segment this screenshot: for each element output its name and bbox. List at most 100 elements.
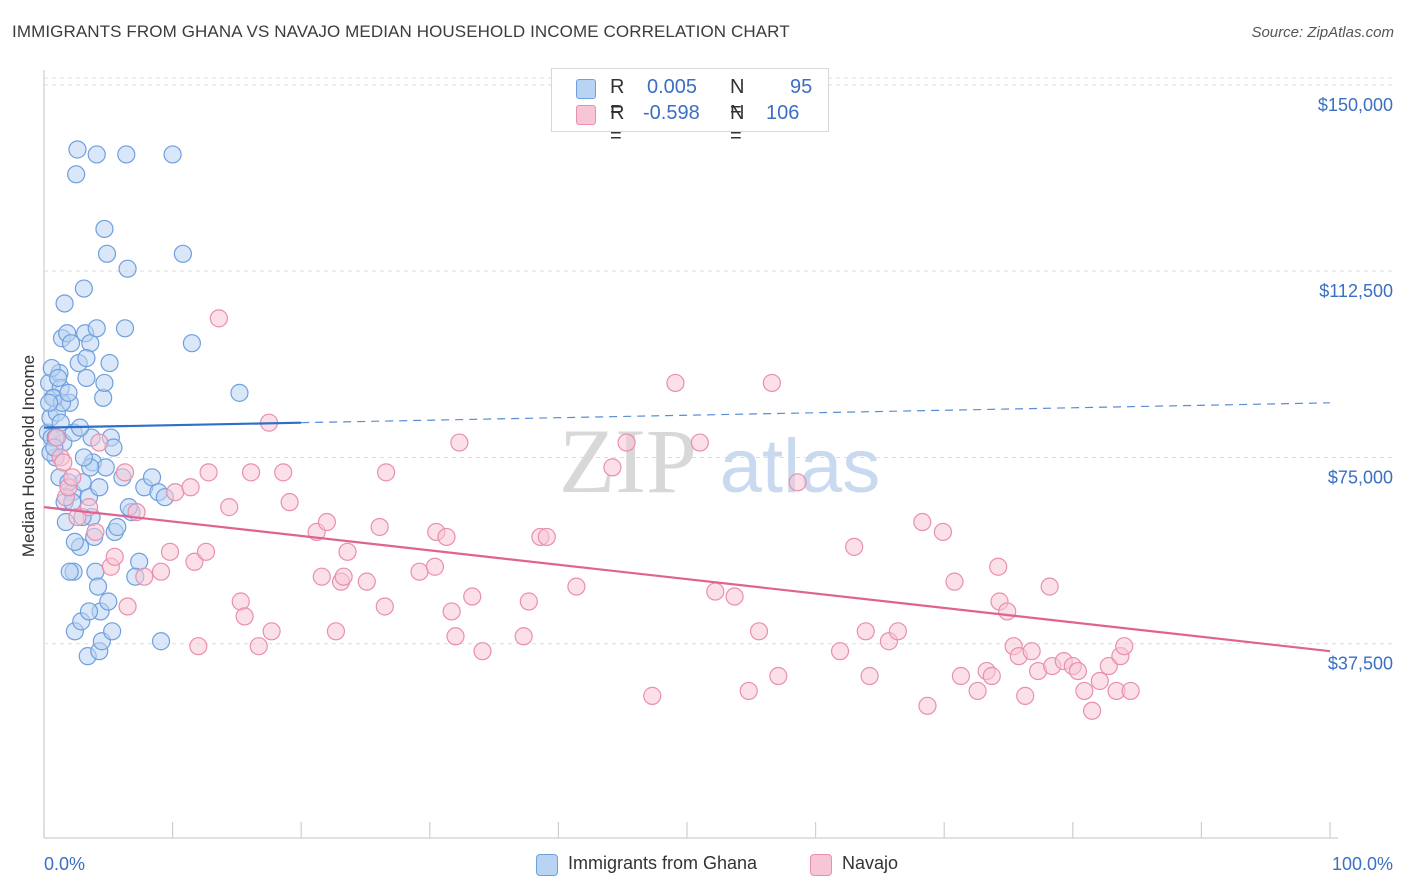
navajo-point xyxy=(241,463,261,482)
ghana-point xyxy=(65,532,84,551)
navajo-point xyxy=(537,527,556,547)
grid-layer xyxy=(44,77,1395,645)
navajo-point xyxy=(47,428,66,447)
navajo-point xyxy=(888,622,908,641)
navajo-point xyxy=(603,458,622,477)
ghana-point xyxy=(55,294,74,313)
navajo-point xyxy=(1121,681,1140,701)
navajo-point xyxy=(118,597,137,616)
navajo-point xyxy=(690,433,709,452)
x-tick-label: 100.0% xyxy=(1332,854,1393,874)
ghana-point xyxy=(108,517,127,537)
legend-r-value: 0.005 xyxy=(647,76,698,98)
navajo-point xyxy=(86,522,105,542)
navajo-point xyxy=(860,666,879,686)
legend-n-label: N = xyxy=(730,102,745,147)
navajo-point xyxy=(1099,656,1118,676)
navajo-point xyxy=(105,547,124,566)
navajo-point xyxy=(338,542,357,561)
ghana-point xyxy=(163,145,182,164)
navajo-point xyxy=(1022,642,1041,661)
navajo-swatch xyxy=(810,854,832,876)
navajo-point xyxy=(425,557,445,576)
navajo-point xyxy=(1082,701,1102,720)
navajo-point xyxy=(514,627,533,646)
navajo-point xyxy=(1068,661,1088,681)
y-tick-label: $150,000 xyxy=(1318,95,1393,115)
navajo-point xyxy=(196,542,216,561)
ghana-point xyxy=(90,478,109,497)
navajo-point xyxy=(845,537,864,556)
legend-n-label: N = xyxy=(730,76,745,121)
ghana-swatch xyxy=(576,79,596,99)
navajo-point xyxy=(918,696,937,715)
navajo-point xyxy=(446,627,465,646)
ghana-point xyxy=(230,383,249,402)
ghana-point xyxy=(173,244,192,263)
navajo-point xyxy=(54,453,73,472)
navajo-point xyxy=(1115,637,1134,656)
navajo-point xyxy=(951,666,971,686)
navajo-point xyxy=(370,517,389,537)
ghana-point xyxy=(77,349,96,368)
legend-r-label: R = xyxy=(610,76,625,121)
y-axis-title: Median Household Income xyxy=(19,355,38,557)
navajo-point xyxy=(982,666,1001,686)
navajo-point xyxy=(769,666,788,686)
navajo-point xyxy=(933,522,953,542)
navajo-point xyxy=(326,622,346,641)
trend-layer xyxy=(43,402,1331,653)
navajo-point xyxy=(442,602,461,621)
navajo-point xyxy=(90,433,109,452)
navajo-point xyxy=(115,463,135,482)
legend-label-navajo: Navajo xyxy=(842,853,899,873)
source-credit: Source: ZipAtlas.com xyxy=(1251,24,1394,41)
navajo-point xyxy=(463,587,482,606)
navajo-point xyxy=(312,567,331,586)
ghana-point xyxy=(151,632,171,651)
navajo-point xyxy=(1090,671,1109,691)
navajo-point xyxy=(567,577,586,596)
x-tick-label: 0.0% xyxy=(44,854,85,874)
navajo-point xyxy=(643,686,662,705)
ghana-point xyxy=(77,368,96,388)
ghana-point xyxy=(95,219,114,239)
legend-n-value: 95 xyxy=(790,76,813,98)
ghana-point xyxy=(60,562,79,581)
ghana-point xyxy=(118,259,137,278)
navajo-point xyxy=(376,463,396,482)
ghana-point xyxy=(88,577,108,596)
stats-legend: R = 0.005 N = 95 R = -0.598 N = 106 xyxy=(551,68,829,147)
ghana-point xyxy=(49,368,68,388)
ghana-trend-line xyxy=(43,421,302,429)
navajo-point xyxy=(830,642,850,661)
ghana-point xyxy=(86,562,105,581)
navajo-point xyxy=(450,433,469,452)
navajo-point xyxy=(913,512,932,532)
navajo-point xyxy=(945,572,964,591)
y-tick-label: $112,500 xyxy=(1319,281,1393,301)
legend-r-value: -0.598 xyxy=(643,102,700,124)
navajo-point xyxy=(519,592,538,611)
navajo-point xyxy=(160,542,180,561)
y-axis-label: Median Household Income xyxy=(19,355,38,557)
navajo-point xyxy=(151,562,171,581)
navajo-point xyxy=(357,572,376,591)
navajo-point xyxy=(1016,686,1035,705)
label-layer: $37,500 $75,000 $112,500 $150,000 0.0% 100.0% xyxy=(44,95,1393,874)
navajo-point xyxy=(189,637,208,656)
navajo-point xyxy=(317,512,337,532)
navajo-point xyxy=(788,473,807,492)
chart-title: IMMIGRANTS FROM GHANA VS NAVAJO MEDIAN H… xyxy=(12,22,790,41)
ghana-point xyxy=(67,165,86,184)
y-tick-label: $75,000 xyxy=(1328,467,1393,487)
ghana-point xyxy=(99,592,118,611)
ghana-point xyxy=(95,373,114,393)
navajo-point xyxy=(473,642,492,661)
ghana-point xyxy=(79,602,99,621)
ghana-point xyxy=(96,458,115,477)
navajo-point xyxy=(998,602,1017,621)
navajo-point xyxy=(968,681,987,701)
watermark-atlas: atlas xyxy=(720,424,881,509)
